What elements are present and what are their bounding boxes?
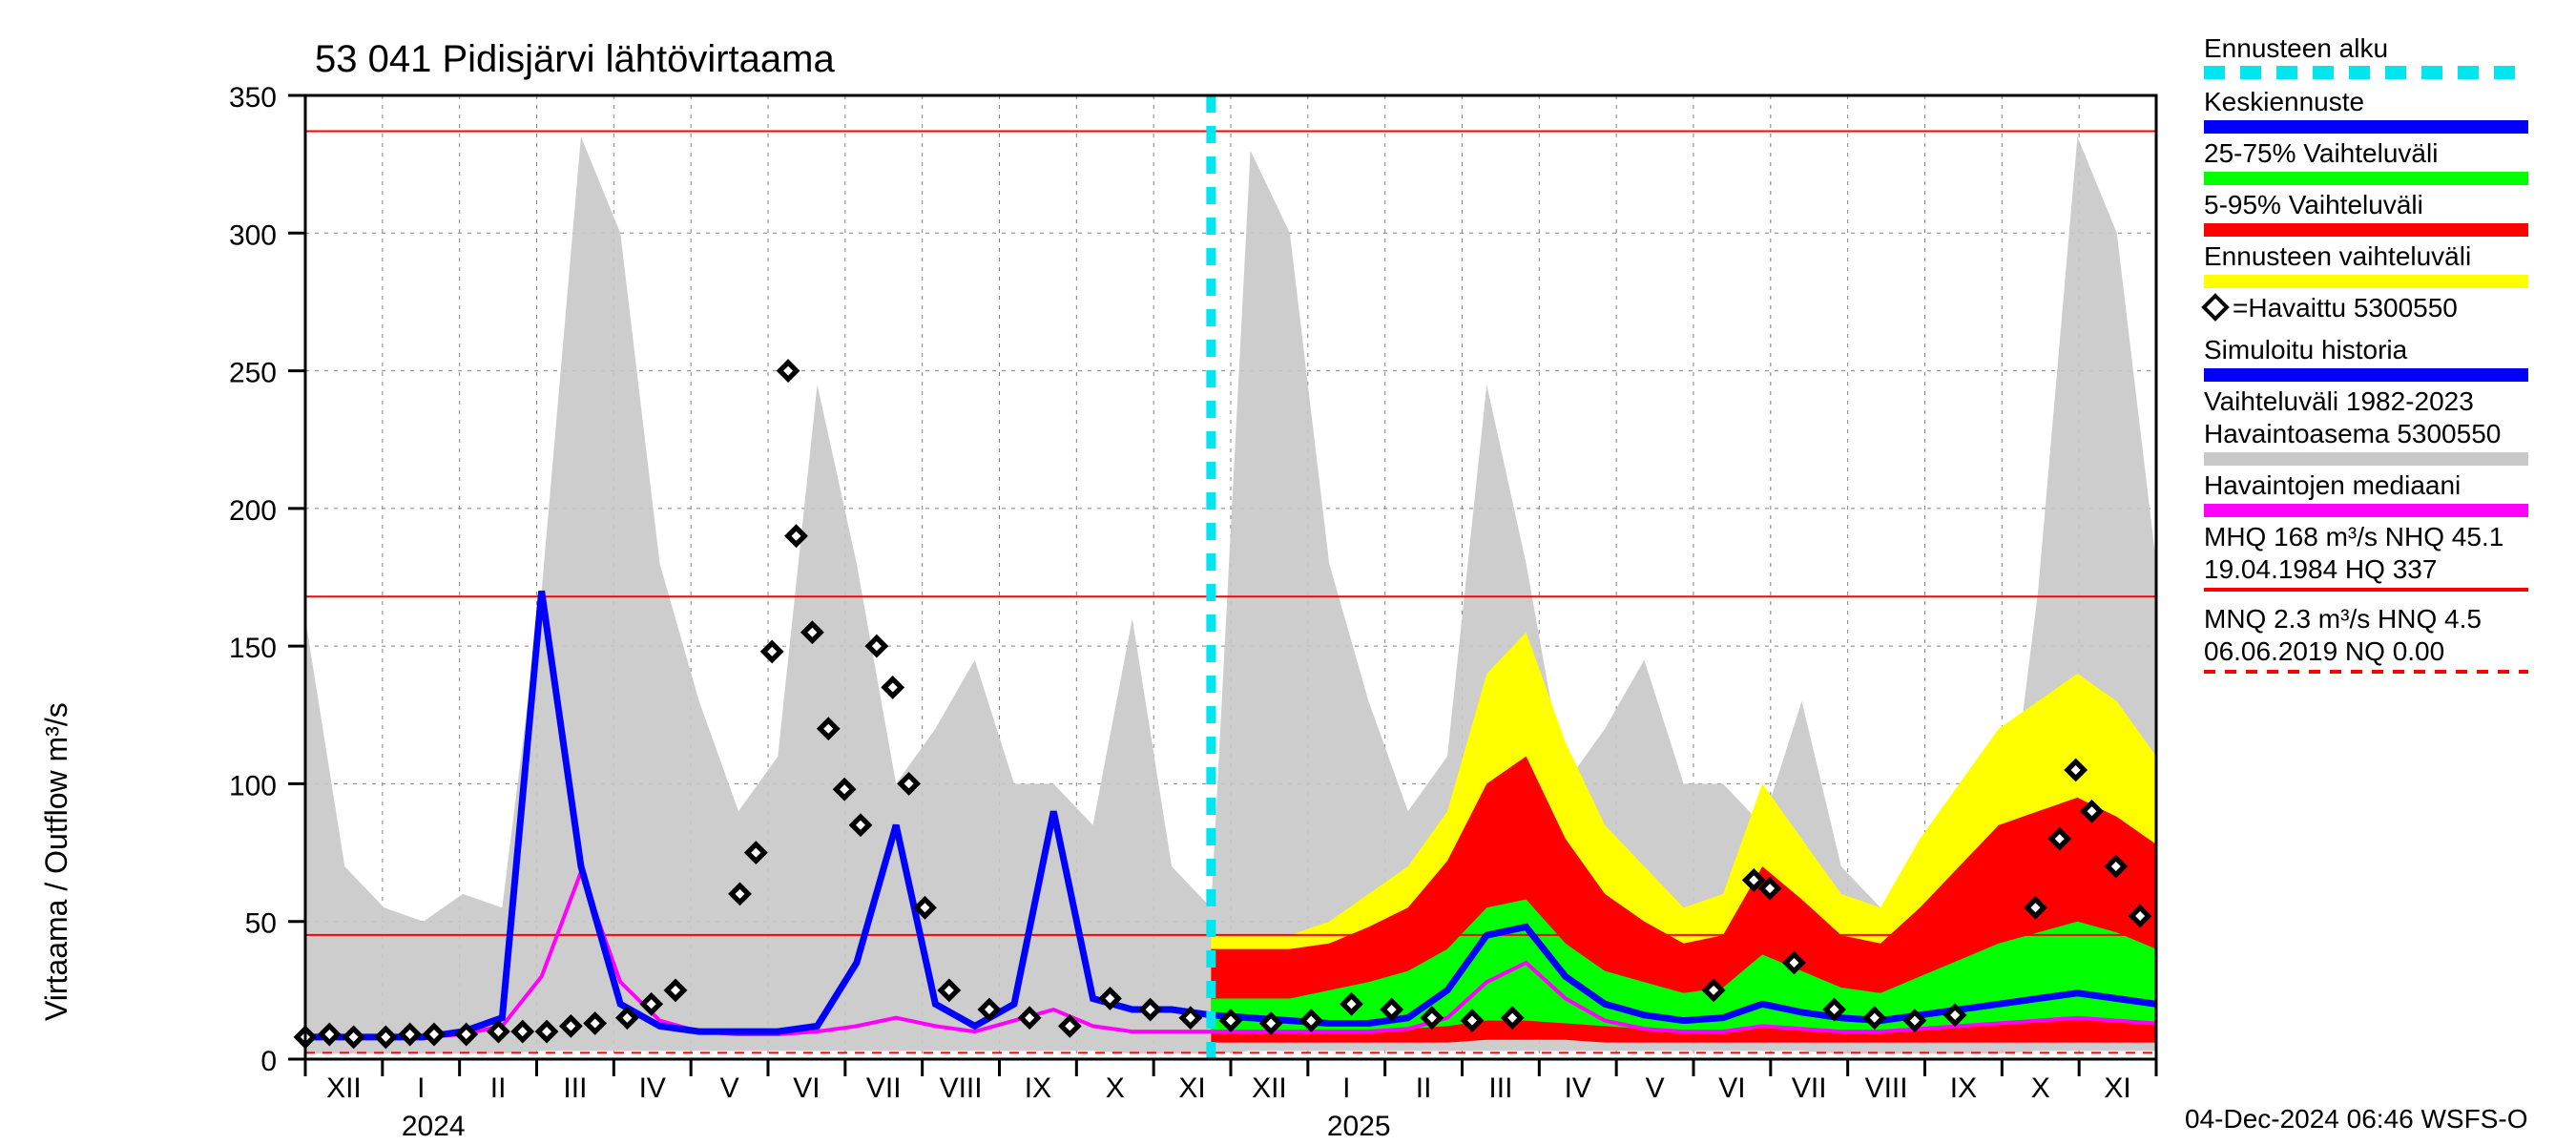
legend-label: 25-75% Vaihteluväli [2204, 138, 2438, 168]
svg-text:VIII: VIII [1865, 1072, 1908, 1104]
svg-text:V: V [1646, 1072, 1665, 1104]
svg-text:XI: XI [2104, 1072, 2130, 1104]
svg-text:XI: XI [1178, 1072, 1205, 1104]
svg-text:50: 50 [245, 908, 277, 940]
svg-text:IX: IX [1025, 1072, 1051, 1104]
legend-label: Havaintojen mediaani [2204, 470, 2461, 500]
hydrograph-chart: 050100150200250300350XIIIIIIIIIVVVIVIIVI… [0, 0, 2576, 1145]
year-left: 2024 [402, 1111, 466, 1142]
svg-text:II: II [1416, 1072, 1432, 1104]
svg-text:I: I [417, 1072, 425, 1104]
svg-text:X: X [1106, 1072, 1125, 1104]
svg-text:150: 150 [229, 633, 277, 664]
chart-svg: 050100150200250300350XIIIIIIIIIVVVIVIIVI… [0, 0, 2576, 1145]
legend-label: Havaintoasema 5300550 [2204, 419, 2501, 448]
legend-label: 06.06.2019 NQ 0.00 [2204, 636, 2444, 666]
svg-text:XII: XII [326, 1072, 362, 1104]
svg-text:II: II [490, 1072, 507, 1104]
svg-text:0: 0 [260, 1046, 277, 1077]
svg-text:III: III [563, 1072, 587, 1104]
svg-text:250: 250 [229, 358, 277, 389]
svg-text:VII: VII [866, 1072, 902, 1104]
svg-text:VI: VI [1718, 1072, 1745, 1104]
svg-text:V: V [720, 1072, 739, 1104]
svg-text:IV: IV [639, 1072, 666, 1104]
svg-text:200: 200 [229, 495, 277, 527]
legend-label: 5-95% Vaihteluväli [2204, 190, 2423, 219]
svg-text:I: I [1342, 1072, 1350, 1104]
legend-label: Vaihteluväli 1982-2023 [2204, 386, 2474, 416]
legend-label: MNQ 2.3 m³/s HNQ 4.5 [2204, 604, 2482, 634]
svg-text:III: III [1488, 1072, 1512, 1104]
svg-text:VII: VII [1792, 1072, 1827, 1104]
year-right: 2025 [1327, 1111, 1391, 1142]
svg-text:VIII: VIII [940, 1072, 983, 1104]
footer-timestamp: 04-Dec-2024 06:46 WSFS-O [2185, 1104, 2528, 1134]
svg-text:VI: VI [793, 1072, 820, 1104]
svg-text:IV: IV [1565, 1072, 1591, 1104]
chart-title: 53 041 Pidisjärvi lähtövirtaama [315, 38, 835, 80]
legend-label: =Havaittu 5300550 [2233, 293, 2458, 323]
svg-text:300: 300 [229, 219, 277, 251]
legend-label: Ennusteen alku [2204, 33, 2388, 63]
legend-label: Keskiennuste [2204, 87, 2364, 116]
legend-label: MHQ 168 m³/s NHQ 45.1 [2204, 522, 2503, 552]
y-axis-label: Virtaama / Outflow m³/s [39, 702, 73, 1021]
svg-text:350: 350 [229, 82, 277, 114]
legend-label: Simuloitu historia [2204, 335, 2408, 364]
legend-label: 19.04.1984 HQ 337 [2204, 554, 2437, 584]
svg-text:IX: IX [1950, 1072, 1977, 1104]
svg-text:XII: XII [1252, 1072, 1287, 1104]
svg-text:X: X [2031, 1072, 2050, 1104]
legend-label: Ennusteen vaihteluväli [2204, 241, 2471, 271]
svg-text:100: 100 [229, 770, 277, 802]
